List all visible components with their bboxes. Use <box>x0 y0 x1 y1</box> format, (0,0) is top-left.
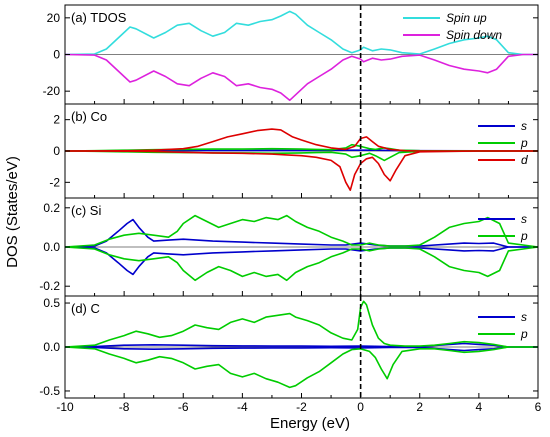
panel-label: (d) C <box>71 301 100 316</box>
series-line-spin-up <box>65 10 538 56</box>
x-tick-labels: -10 -8 -6 -4 -2 0 2 4 6 <box>56 400 541 414</box>
x-tick-label: -6 <box>178 400 189 414</box>
series-line-s <box>65 218 538 248</box>
legend-label: s <box>521 310 527 324</box>
panel-label: (a) TDOS <box>71 10 127 25</box>
series-group <box>65 214 538 282</box>
legend: sp <box>478 310 528 341</box>
y-tick-label: 0 <box>53 48 60 62</box>
x-tick-label: -4 <box>237 400 248 414</box>
panel-label: (b) Co <box>71 109 107 124</box>
y-tick-label: 0.2 <box>43 201 60 215</box>
legend: Spin up Spin down <box>403 11 502 42</box>
series-group <box>65 128 538 191</box>
y-tick-label: -20 <box>43 84 61 98</box>
y-tick-label: -2 <box>49 175 60 189</box>
series-line-p-spin-down- <box>65 246 538 282</box>
series-group <box>65 10 538 102</box>
y-tick-label: 2 <box>53 113 60 127</box>
y-tick-label: 0.5 <box>43 296 60 310</box>
x-tick-label: 6 <box>535 400 542 414</box>
legend-label: p <box>520 136 528 150</box>
legend-label: Spin up <box>446 11 487 25</box>
x-tick-label: -2 <box>296 400 307 414</box>
x-tick-label: -8 <box>119 400 130 414</box>
series-line-p-spin-down- <box>65 346 538 389</box>
y-tick-label: 20 <box>47 11 61 25</box>
series-line-s-spin-down- <box>65 246 538 276</box>
legend: sp <box>478 212 528 243</box>
series-line-p <box>65 214 538 248</box>
x-tick-label: 4 <box>476 400 483 414</box>
series-group <box>65 300 538 389</box>
series-line-d-spin-down- <box>65 150 538 191</box>
y-tick-label: 0 <box>53 144 60 158</box>
panel-label: (c) Si <box>71 203 101 218</box>
legend-label: p <box>520 327 528 341</box>
legend-label: p <box>520 229 528 243</box>
series-line-d <box>65 128 538 152</box>
y-tick-label: -0.5 <box>39 384 60 398</box>
panel-1: 20 0 -20 (a) TDOS Spin up Spin down <box>43 4 539 105</box>
x-tick-label: -10 <box>56 400 74 414</box>
series-line-p <box>65 300 538 348</box>
legend-label: Spin down <box>446 28 502 42</box>
legend-label: s <box>521 119 527 133</box>
y-tick-label: 0.0 <box>43 240 60 254</box>
x-tick-label: 0 <box>357 400 364 414</box>
legend-label: s <box>521 212 527 226</box>
legend: spd <box>478 119 528 167</box>
series-line-spin-down <box>65 53 538 102</box>
panel-3: 0.2 0.0 -0.2 (c) Si sp <box>39 197 539 297</box>
y-tick-label: 0.0 <box>43 340 60 354</box>
legend-label: d <box>521 153 528 167</box>
series-line-s-spin-down- <box>65 346 538 352</box>
y-axis-title: DOS (States/eV) <box>4 156 21 268</box>
y-tick-label: -0.2 <box>39 279 60 293</box>
panel-2: 2 0 -2 (b) Co spd <box>49 103 539 199</box>
series-line-s <box>65 342 538 348</box>
x-axis-title: Energy (eV) <box>270 415 350 432</box>
panel-4: 0.5 0.0 -0.5 (d) C sp <box>39 295 539 399</box>
x-tick-label: 2 <box>416 400 423 414</box>
